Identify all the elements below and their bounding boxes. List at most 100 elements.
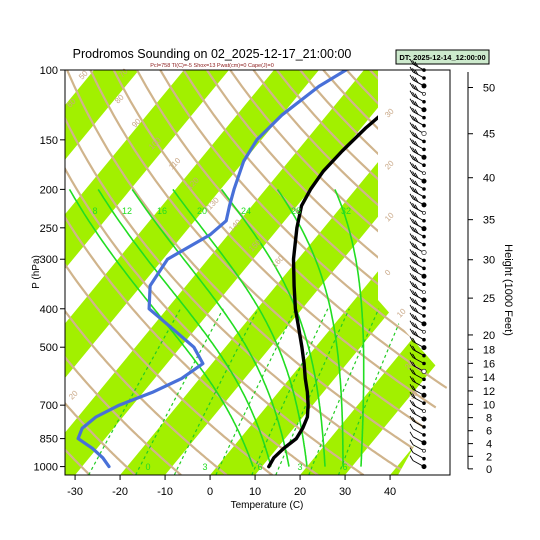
moist-adiabat-line	[97, 188, 272, 467]
wind-barb-flag	[412, 131, 416, 138]
wind-barb-dot	[422, 409, 426, 413]
wind-barb	[409, 98, 427, 113]
wind-barb-flag	[409, 383, 414, 390]
wind-barb	[409, 344, 426, 358]
dry-adiabat-label: 160	[270, 253, 286, 269]
wind-barb-flag	[412, 195, 416, 201]
isotherm-band	[65, 70, 139, 160]
wind-barb-flag	[412, 393, 416, 399]
wind-barb-flag	[409, 439, 414, 445]
wind-barb-flag	[412, 76, 416, 82]
wind-barb-dot	[422, 195, 426, 199]
wind-barb-flag	[409, 407, 414, 414]
dry-adiabat-label: 110	[167, 156, 183, 172]
wind-barb	[409, 146, 427, 160]
moist-adiabat-label: 20	[197, 206, 207, 216]
moist-adiabat-label: 16	[157, 206, 167, 216]
x-axis-label: Temperature (C)	[231, 500, 304, 511]
wind-barb-flag	[409, 257, 414, 263]
x-tick-label: 0	[207, 486, 213, 498]
wind-barb-dot	[421, 273, 427, 279]
wind-barb-flag	[412, 401, 416, 407]
wind-barb	[409, 304, 426, 318]
y-tick-label: 400	[40, 304, 58, 316]
wind-barb	[409, 376, 426, 390]
x-tick-label: -10	[157, 486, 173, 498]
wind-barb	[409, 114, 426, 128]
mixing-ratio-lines	[88, 308, 406, 475]
wind-barb-dot	[421, 178, 427, 184]
wind-barb-dot	[421, 249, 427, 255]
wind-barb	[409, 431, 427, 446]
height-tick-label: 35	[483, 215, 495, 227]
wind-barb-flag	[409, 154, 414, 160]
moist-adiabat-label: 28	[291, 206, 301, 216]
wind-barb-flag	[409, 352, 414, 358]
wind-barb-flag	[409, 114, 414, 120]
wind-barb	[409, 272, 426, 286]
temperature-line	[267, 70, 443, 469]
wind-barb-flag	[414, 125, 419, 131]
wind-barb-flag	[414, 148, 419, 155]
moist-adiabat-label: 12	[122, 206, 132, 216]
wind-barb	[409, 106, 426, 120]
wind-barb-dot	[422, 147, 426, 152]
dt-label-text: DT: 2025-12-14_12:00:00	[399, 53, 485, 62]
height-tick-label: 14	[483, 372, 495, 384]
y-tick-label: 300	[40, 254, 58, 266]
mixing-ratio-line	[275, 308, 350, 475]
wind-barb-flag	[414, 220, 419, 226]
wind-barb-flag	[412, 84, 416, 90]
dry-adiabat-line	[463, 70, 540, 475]
wind-barb	[409, 391, 426, 405]
wind-barb-flag	[414, 69, 419, 76]
wind-barb-staff	[412, 404, 425, 412]
height-tick-label: 4	[486, 439, 492, 451]
wind-barb-flag	[412, 202, 416, 209]
wind-barb-flag	[409, 344, 414, 350]
wind-barb	[409, 328, 426, 342]
wind-barb-staff	[412, 444, 425, 452]
dry-adiabat-label: 20	[67, 388, 80, 401]
y-tick-label: 100	[40, 65, 58, 77]
wind-barb	[409, 122, 427, 137]
wind-barb-flag	[414, 172, 419, 179]
wind-barb-flag	[409, 296, 414, 303]
mixing-ratio-line	[215, 308, 297, 475]
wind-barb-flag	[412, 210, 416, 217]
mixing-ratio-line	[251, 308, 329, 475]
wind-panel-mask	[378, 70, 450, 475]
wind-barb	[409, 58, 426, 72]
dry-adiabat-line	[112, 70, 450, 419]
x-tick-label: 10	[249, 486, 261, 498]
isotherm-bands	[65, 70, 450, 475]
mixing-ratio-line	[308, 308, 380, 475]
height-axis-label: Height (1000 Feet)	[502, 244, 514, 336]
plot-frame	[64, 69, 451, 476]
wind-barb	[409, 352, 426, 366]
wind-barb-flag	[409, 312, 414, 319]
y-tick-label: 850	[40, 434, 58, 446]
wind-barb	[409, 249, 426, 263]
isotherm-band	[120, 74, 450, 475]
wind-barb-flag	[409, 90, 414, 97]
height-tick-label: 45	[483, 129, 495, 141]
wind-barb	[409, 280, 426, 294]
wind-barb-flag	[409, 360, 414, 366]
wind-barb	[409, 225, 426, 239]
mixing-ratio-label: 6	[342, 462, 347, 472]
wind-barb-dot	[422, 448, 426, 453]
wind-barb-flag	[409, 58, 414, 65]
wind-barb-flag	[409, 193, 414, 200]
wind-barb-staff	[412, 452, 425, 460]
wind-barb-flag	[409, 328, 414, 334]
wind-barb-flag	[414, 299, 419, 306]
wind-barb-flag	[409, 177, 414, 184]
wind-barb-flag	[409, 431, 414, 438]
wind-barb-flag	[412, 369, 416, 375]
dry-adiabat-line	[65, 115, 410, 475]
wind-barb-dot	[421, 83, 427, 89]
wind-barb-flag	[412, 226, 416, 233]
x-axis: -30 -20 -10 0 10 20 30 40	[67, 475, 396, 498]
